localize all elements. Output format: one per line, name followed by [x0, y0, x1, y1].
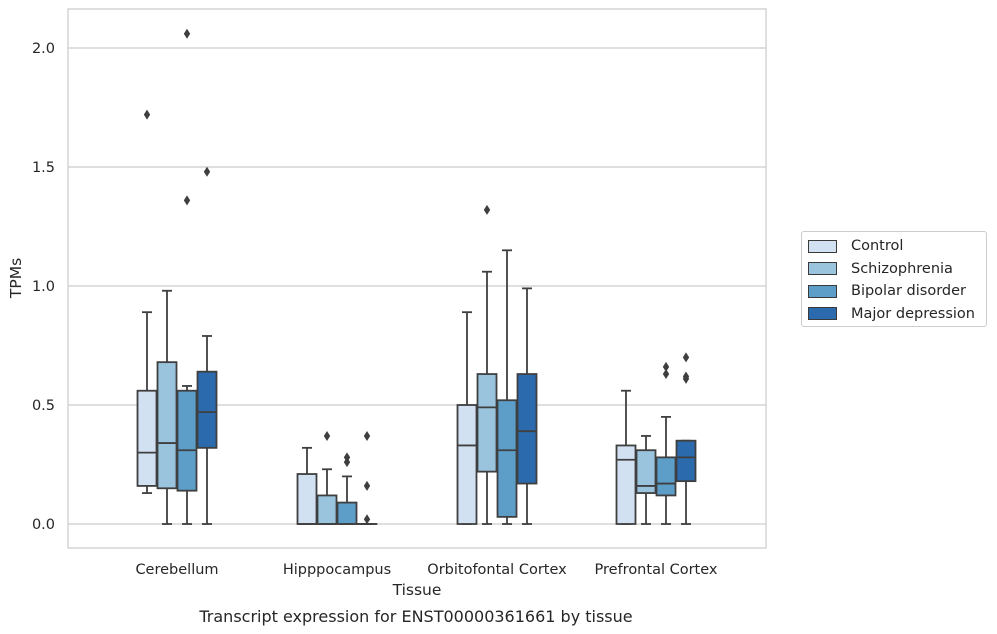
box-iqr — [615, 444, 637, 525]
outlier-point — [203, 166, 211, 177]
box-iqr — [176, 389, 198, 492]
box-bipolar-disorder — [336, 452, 358, 525]
box-iqr — [655, 456, 677, 497]
box-iqr — [635, 449, 657, 494]
legend-label: Schizophrenia — [851, 260, 953, 277]
legend: Control Schizophrenia Bipolar disorder Majo… — [801, 231, 987, 327]
outlier-point — [682, 371, 690, 382]
x-axis-ticks: Cerebellum Hipppocampus Orbitofontal Corte… — [135, 562, 717, 578]
outlier-point — [662, 361, 670, 372]
x-axis-label: Tissue — [392, 581, 442, 599]
y-tick-label: 1.0 — [32, 279, 55, 295]
box-iqr — [456, 404, 478, 525]
box-bipolar-disorder — [655, 361, 677, 525]
box-major-depression — [196, 166, 218, 525]
outlier-point — [483, 204, 491, 215]
box-iqr — [336, 501, 358, 525]
y-tick-label: 0.0 — [32, 517, 55, 533]
legend-label: Control — [851, 238, 904, 255]
outlier-point — [183, 28, 191, 39]
legend-swatch — [808, 284, 837, 298]
outlier-point — [682, 352, 690, 363]
chart-caption: Transcript expression for ENST0000036166… — [199, 607, 633, 626]
box-bipolar-disorder — [176, 28, 198, 525]
legend-item: Schizophrenia — [808, 258, 986, 281]
plot-frame — [67, 8, 767, 549]
box-iqr — [516, 373, 538, 485]
y-tick-label: 2.0 — [32, 41, 55, 57]
box-control — [136, 109, 158, 494]
box-iqr — [196, 370, 218, 449]
legend-swatch — [808, 307, 837, 321]
x-tick-label: Cerebellum — [135, 562, 218, 578]
y-axis-ticks: 0.0 0.5 1.0 1.5 2.0 — [32, 41, 55, 533]
box-schizophrenia — [316, 430, 338, 525]
outlier-point — [363, 514, 371, 525]
outlier-point — [662, 369, 670, 380]
box-schizophrenia — [635, 435, 657, 525]
y-tick-label: 1.5 — [32, 160, 55, 176]
legend-label: Major depression — [851, 305, 975, 322]
x-tick-label: Orbitofontal Cortex — [427, 562, 567, 578]
legend-item: Control — [808, 235, 986, 258]
y-tick-label: 0.5 — [32, 398, 55, 414]
box-iqr — [675, 439, 697, 483]
box-iqr — [496, 399, 518, 518]
box-major-depression — [516, 287, 538, 525]
outlier-point — [363, 480, 371, 491]
outlier-point — [363, 430, 371, 441]
legend-item: Major depression — [808, 303, 986, 326]
legend-swatch — [808, 262, 837, 276]
box-control — [456, 311, 478, 525]
outlier-point — [323, 430, 331, 441]
box-control — [296, 446, 318, 525]
box-iqr — [476, 373, 498, 473]
box-schizophrenia — [476, 204, 498, 525]
outlier-point — [143, 109, 151, 120]
x-tick-label: Hipppocampus — [283, 562, 391, 578]
legend-swatch — [808, 239, 837, 253]
y-axis-label: TPMs — [7, 258, 25, 299]
legend-label: Bipolar disorder — [851, 283, 966, 300]
box-iqr — [316, 494, 338, 525]
box-bipolar-disorder — [496, 249, 518, 525]
box-iqr — [136, 389, 158, 487]
outlier-point — [343, 452, 351, 463]
boxes — [136, 28, 697, 525]
box-major-depression — [675, 352, 697, 525]
box-major-depression — [356, 430, 378, 525]
box-iqr — [296, 473, 318, 525]
legend-item: Bipolar disorder — [808, 280, 986, 303]
box-iqr — [156, 361, 178, 490]
x-tick-label: Prefrontal Cortex — [595, 562, 718, 578]
box-control — [615, 389, 637, 525]
outlier-point — [183, 195, 191, 206]
box-schizophrenia — [156, 289, 178, 525]
